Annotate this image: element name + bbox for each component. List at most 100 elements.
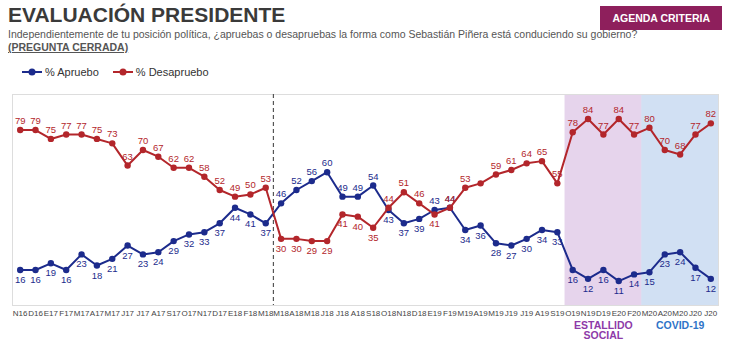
svg-text:18: 18 <box>92 270 103 281</box>
svg-text:12: 12 <box>706 283 717 294</box>
svg-text:44: 44 <box>230 212 241 223</box>
svg-text:75: 75 <box>46 124 57 135</box>
svg-text:F17: F17 <box>59 309 73 318</box>
svg-text:E18: E18 <box>228 309 243 318</box>
svg-text:O18: O18 <box>381 309 397 318</box>
svg-text:77: 77 <box>61 120 72 131</box>
svg-text:J19: J19 <box>520 309 533 318</box>
svg-text:41: 41 <box>337 218 348 229</box>
svg-text:65: 65 <box>537 146 548 157</box>
svg-text:29: 29 <box>322 245 333 256</box>
svg-text:34: 34 <box>537 234 548 245</box>
svg-text:M17: M17 <box>104 309 120 318</box>
svg-text:80: 80 <box>644 113 655 124</box>
svg-text:F19: F19 <box>443 309 457 318</box>
svg-text:39: 39 <box>414 223 425 234</box>
svg-text:35: 35 <box>368 232 379 243</box>
svg-text:60: 60 <box>322 157 333 168</box>
svg-text:11: 11 <box>614 285 624 296</box>
svg-text:J18: J18 <box>321 309 334 318</box>
svg-text:M19: M19 <box>457 309 473 318</box>
svg-text:N19: N19 <box>581 309 596 318</box>
svg-text:16: 16 <box>61 274 72 285</box>
svg-text:79: 79 <box>15 115 26 126</box>
svg-text:67: 67 <box>153 142 164 153</box>
svg-text:M17: M17 <box>74 309 90 318</box>
svg-text:19: 19 <box>46 267 57 278</box>
svg-text:M18: M18 <box>273 309 289 318</box>
svg-text:68: 68 <box>675 140 686 151</box>
svg-text:59: 59 <box>491 159 502 170</box>
svg-text:70: 70 <box>659 135 670 146</box>
svg-text:53: 53 <box>460 173 471 184</box>
svg-text:50: 50 <box>245 179 256 190</box>
svg-text:O17: O17 <box>181 309 197 318</box>
svg-text:D18: D18 <box>412 309 427 318</box>
svg-text:ESTALLIDOSOCIAL: ESTALLIDOSOCIAL <box>574 319 633 341</box>
svg-text:51: 51 <box>399 177 410 188</box>
svg-text:A20: A20 <box>658 309 673 318</box>
svg-text:N17: N17 <box>197 309 212 318</box>
svg-text:37: 37 <box>214 227 225 238</box>
svg-text:43: 43 <box>383 214 394 225</box>
svg-text:J20: J20 <box>689 309 702 318</box>
svg-text:16: 16 <box>30 274 41 285</box>
svg-text:62: 62 <box>184 153 195 164</box>
svg-text:30: 30 <box>291 243 302 254</box>
svg-text:S19: S19 <box>550 309 565 318</box>
svg-text:A17: A17 <box>90 309 105 318</box>
svg-text:D17: D17 <box>212 309 227 318</box>
svg-text:24: 24 <box>153 256 164 267</box>
svg-text:30: 30 <box>521 243 532 254</box>
svg-text:M20: M20 <box>642 309 658 318</box>
svg-text:16: 16 <box>15 274 26 285</box>
svg-text:27: 27 <box>506 250 517 261</box>
svg-text:41: 41 <box>429 218 440 229</box>
svg-text:J17: J17 <box>137 309 150 318</box>
svg-text:16: 16 <box>598 274 609 285</box>
svg-text:49: 49 <box>353 182 364 193</box>
svg-text:J19: J19 <box>505 309 518 318</box>
svg-text:32: 32 <box>184 238 195 249</box>
svg-text:J17: J17 <box>121 309 134 318</box>
svg-text:52: 52 <box>291 175 302 186</box>
svg-text:52: 52 <box>214 175 225 186</box>
svg-text:28: 28 <box>491 247 502 258</box>
svg-text:F18: F18 <box>243 309 257 318</box>
svg-text:E17: E17 <box>44 309 59 318</box>
svg-text:70: 70 <box>138 135 149 146</box>
svg-text:37: 37 <box>260 227 271 238</box>
svg-text:N16: N16 <box>13 309 28 318</box>
svg-text:27: 27 <box>122 250 133 261</box>
svg-text:A18: A18 <box>289 309 304 318</box>
svg-text:55: 55 <box>552 168 563 179</box>
svg-text:29: 29 <box>306 245 317 256</box>
svg-text:44: 44 <box>383 193 394 204</box>
svg-text:23: 23 <box>76 258 87 269</box>
svg-text:29: 29 <box>168 245 179 256</box>
svg-text:M18: M18 <box>258 309 274 318</box>
svg-text:M18: M18 <box>304 309 320 318</box>
svg-text:82: 82 <box>706 108 717 119</box>
svg-text:COVID-19: COVID-19 <box>656 319 705 331</box>
svg-text:O19: O19 <box>565 309 581 318</box>
svg-text:21: 21 <box>107 263 118 274</box>
svg-text:37: 37 <box>399 227 410 238</box>
svg-text:44: 44 <box>445 193 456 204</box>
svg-text:77: 77 <box>690 120 701 131</box>
svg-text:49: 49 <box>337 182 348 193</box>
svg-text:16: 16 <box>567 274 578 285</box>
svg-text:S17: S17 <box>167 309 182 318</box>
svg-text:77: 77 <box>76 120 87 131</box>
svg-text:58: 58 <box>199 162 210 173</box>
svg-text:23: 23 <box>659 258 670 269</box>
svg-text:61: 61 <box>506 155 517 166</box>
svg-text:77: 77 <box>598 120 609 131</box>
svg-text:17: 17 <box>690 272 701 283</box>
svg-text:15: 15 <box>644 276 655 287</box>
svg-text:D16: D16 <box>28 309 43 318</box>
svg-text:73: 73 <box>107 128 118 139</box>
svg-text:77: 77 <box>629 120 640 131</box>
svg-text:84: 84 <box>613 104 624 115</box>
svg-text:A19: A19 <box>535 309 550 318</box>
